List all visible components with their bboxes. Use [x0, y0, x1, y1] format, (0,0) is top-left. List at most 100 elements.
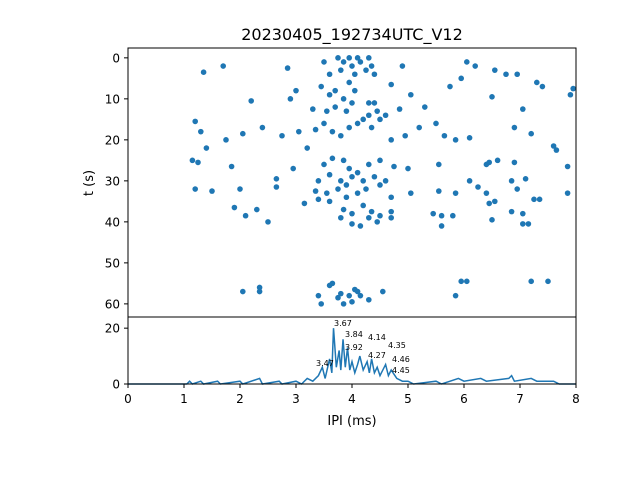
scatter-point: [326, 171, 333, 178]
scatter-point: [349, 299, 355, 305]
scatter-point: [489, 93, 495, 100]
y-tick-label: 0: [112, 51, 120, 65]
scatter-point: [536, 196, 543, 203]
scatter-point: [363, 186, 369, 192]
scatter-point: [349, 100, 355, 106]
scatter-point: [326, 198, 333, 205]
scatter-point: [237, 186, 243, 192]
y-tick-label: 50: [105, 256, 120, 270]
scatter-point: [377, 212, 383, 219]
scatter-point: [550, 143, 557, 149]
top-axes-frame: [127, 47, 577, 318]
scatter-point: [346, 165, 353, 172]
scatter-point: [438, 223, 445, 229]
scatter-point: [340, 96, 347, 102]
y-tick-label: 60: [105, 297, 120, 311]
scatter-point: [273, 184, 280, 190]
scatter-point: [416, 124, 423, 131]
scatter-point: [447, 83, 453, 90]
scatter-point: [321, 59, 327, 65]
x-tick-label: 3: [292, 392, 300, 406]
scatter-point: [253, 206, 260, 213]
scatter-point: [315, 196, 322, 203]
scatter-point: [324, 190, 330, 196]
scatter-point: [256, 288, 263, 295]
scatter-point: [192, 118, 198, 125]
scatter-point: [242, 212, 249, 219]
scatter-point: [450, 212, 456, 219]
scatter-point: [374, 108, 381, 114]
scatter-point: [520, 210, 526, 217]
scatter-point: [528, 130, 534, 137]
scatter-point: [380, 288, 386, 295]
scatter-point: [486, 159, 493, 166]
scatter-point: [508, 208, 515, 215]
scatter-point: [329, 155, 336, 162]
peak-label: 4.14: [368, 333, 386, 342]
scatter-point: [570, 85, 576, 92]
scatter-point: [357, 223, 364, 229]
y-tick-label: 20: [105, 322, 120, 336]
scatter-point: [335, 186, 341, 192]
x-tick-label: 4: [348, 392, 356, 406]
scatter-point: [494, 157, 501, 164]
scatter-point: [284, 65, 291, 71]
scatter-point: [366, 55, 372, 61]
peak-label: 3.67: [334, 319, 352, 328]
scatter-point: [301, 200, 308, 207]
scatter-point: [279, 132, 285, 139]
scatter-point: [192, 186, 198, 192]
scatter-point: [377, 116, 383, 123]
scatter-point: [368, 124, 375, 131]
y-tick-label: 20: [105, 133, 120, 147]
scatter-point: [231, 204, 238, 211]
scatter-point: [240, 288, 246, 295]
scatter-point: [338, 67, 344, 73]
x-tick-label: 1: [180, 392, 188, 406]
scatter-point: [466, 135, 473, 141]
scatter-point: [293, 87, 299, 94]
scatter-point: [349, 63, 355, 69]
scatter-point: [567, 91, 574, 98]
scatter-point: [402, 132, 409, 139]
scatter-point: [343, 194, 350, 201]
scatter-point: [371, 71, 378, 78]
scatter-point: [503, 71, 509, 78]
peak-label: 4.46: [392, 355, 410, 364]
scatter-point: [340, 206, 347, 213]
scatter-point: [388, 214, 395, 221]
scatter-point: [340, 157, 347, 164]
scatter-point: [520, 106, 526, 112]
scatter-point: [371, 173, 378, 180]
scatter-point: [553, 147, 560, 153]
scatter-point: [346, 124, 353, 131]
scatter-point: [464, 278, 470, 285]
x-tick-label: 8: [572, 392, 580, 406]
scatter-point: [354, 288, 361, 295]
scatter-point: [240, 130, 246, 137]
scatter-point: [321, 161, 327, 168]
scatter-point: [396, 106, 403, 112]
scatter-point: [354, 120, 361, 127]
scatter-point: [486, 200, 493, 207]
scatter-point: [483, 190, 490, 196]
scatter-point: [198, 128, 204, 135]
scatter-point: [388, 194, 395, 201]
scatter-point: [377, 182, 383, 188]
scatter-point: [388, 81, 395, 88]
scatter-point: [354, 190, 361, 196]
scatter-point: [436, 188, 442, 194]
x-tick-label: 7: [516, 392, 524, 406]
scatter-point: [408, 91, 414, 98]
scatter-point: [539, 83, 546, 90]
scatter-point: [508, 178, 515, 184]
scatter-point: [220, 63, 226, 69]
scatter-point: [458, 278, 465, 285]
bottom-axes-frame: [127, 316, 577, 385]
scatter-point: [528, 278, 534, 285]
scatter-point: [326, 71, 333, 78]
scatter-point: [388, 208, 395, 215]
scatter-point: [335, 55, 341, 61]
scatter-point: [360, 116, 367, 123]
peak-label: 4.45: [392, 366, 410, 375]
